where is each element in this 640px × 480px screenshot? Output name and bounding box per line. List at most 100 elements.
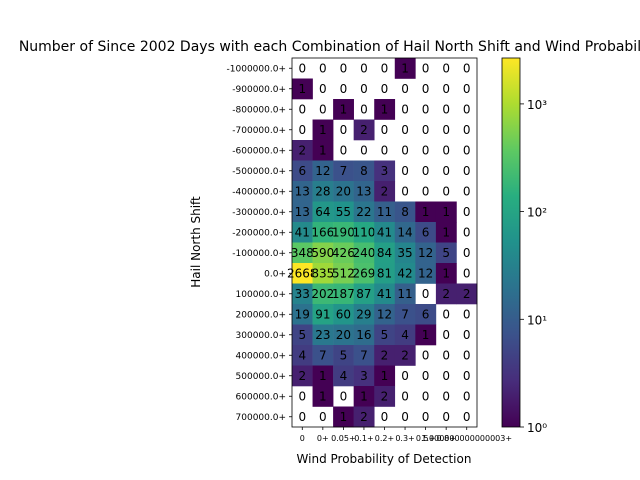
heatmap-cell [333,324,354,346]
heatmap-cell [333,406,354,428]
x-tick-label: 0.8+ [436,434,455,443]
cell-value-label: 0 [422,348,430,362]
cell-value-label: 3 [381,164,389,178]
cell-value-label: 2 [463,287,471,301]
heatmap-cell [435,263,457,284]
colorbar-tick-label: 10⁰ [527,421,547,435]
cell-value-label: 2 [381,348,389,362]
heatmap-cell [292,242,313,264]
y-tick-label: 100000.0+ [236,290,286,300]
cell-value-label: 0 [442,389,450,403]
heatmap-cell [394,304,416,325]
cell-value-label: 0 [463,389,471,403]
cell-value-label: 166 [311,225,334,239]
heatmap-cell [456,283,478,305]
heatmap-cell [333,242,354,264]
cell-value-label: 41 [377,287,392,301]
y-tick-label: 0.0+ [264,269,286,279]
cell-value-label: 240 [352,246,375,260]
cell-value-label: 269 [352,266,375,280]
heatmap-cell [312,201,334,223]
y-tick-label: -100000.0+ [232,249,286,259]
y-axis-label: Hail North Shift [189,196,203,288]
heatmap-cell [333,345,354,366]
heatmap-cell [312,140,334,161]
cell-value-label: 87 [356,287,371,301]
x-tick-label: 0.5+ [416,434,435,443]
cell-value-label: 35 [397,246,412,260]
heatmap-cell [415,324,437,346]
heatmap-cell [374,99,396,120]
cell-value-label: 7 [340,164,348,178]
cell-value-label: 0 [442,348,450,362]
y-tick-label: 600000.0+ [236,392,286,402]
heatmap-cell [353,201,375,223]
cell-value-label: 0 [463,369,471,383]
cell-value-label: 1 [319,389,327,403]
y-tick-label: -200000.0+ [232,228,286,238]
heatmap-cells: 0 0 0 0 0 1 0 0 01 0 0 0 0 0 0 0 00 0 1 0 1 0 0 0 00 1 0 2 0 0 0 0 02 1 0 0… [287,58,478,428]
heatmap-cell [415,222,437,243]
heatmap-cell [374,181,396,202]
cell-value-label: 8 [360,164,368,178]
cell-value-label: 29 [356,307,371,321]
heatmap-cell [435,283,457,305]
colorbar-tick-label: 10² [527,206,547,220]
cell-value-label: 0 [463,328,471,342]
cell-value-label: 1 [319,369,327,383]
cell-value-label: 41 [377,225,392,239]
cell-value-label: 426 [332,246,355,260]
cell-value-label: 0 [422,123,430,137]
x-tick-label: 0.2+ [375,434,394,443]
cell-value-label: 0 [401,143,409,157]
y-tick-label: -1000000.0+ [227,64,286,74]
cell-value-label: 0 [340,61,348,75]
heatmap-cell [353,304,375,325]
y-tick-label: -500000.0+ [232,167,286,177]
cell-value-label: 20 [336,184,351,198]
cell-value-label: 0 [298,410,306,424]
heatmap-cell [312,304,334,325]
cell-value-label: 81 [377,266,392,280]
heatmap-cell [292,181,313,202]
heatmap-cell [353,181,375,202]
cell-value-label: 14 [397,225,412,239]
heatmap-cell [292,201,313,223]
heatmap-cell [333,201,354,223]
colorbar [501,57,521,428]
heatmap-cell [312,242,334,264]
x-tick-label: 1.000000000000003+ [421,434,512,443]
y-tick-label: -900000.0+ [232,85,286,95]
cell-value-label: 190 [332,225,355,239]
cell-value-label: 0 [463,307,471,321]
cell-value-label: 110 [352,225,375,239]
cell-value-label: 0 [463,246,471,260]
heatmap-cell [292,283,313,305]
cell-value-label: 7 [401,307,409,321]
x-axis: 0 0+ 0.05+0.1+ 0.2+ 0.3+ 0.5+ 0.8+1.0000000000… [300,427,512,443]
heatmap-cell [415,242,437,264]
cell-value-label: 1 [319,123,327,137]
cell-value-label: 348 [291,246,314,260]
cell-value-label: 0 [463,82,471,96]
cell-value-label: 1 [442,225,450,239]
cell-value-label: 60 [336,307,351,321]
cell-value-label: 1 [422,205,430,219]
cell-value-label: 0 [401,389,409,403]
cell-value-label: 1 [319,143,327,157]
cell-value-label: 13 [295,205,310,219]
heatmap-cell [374,386,396,407]
heatmap-cell [333,222,354,243]
cell-value-label: 0 [381,143,389,157]
heatmap-cell [374,201,396,223]
cell-value-label: 0 [319,61,327,75]
cell-value-label: 0 [381,61,389,75]
heatmap-cell [374,263,396,284]
heatmap-cell [394,283,416,305]
heatmap-cell [394,58,416,79]
cell-value-label: 0 [442,410,450,424]
cell-value-label: 1 [340,410,348,424]
cell-value-label: 0 [422,61,430,75]
cell-value-label: 16 [356,328,371,342]
heatmap-cell [374,345,396,366]
